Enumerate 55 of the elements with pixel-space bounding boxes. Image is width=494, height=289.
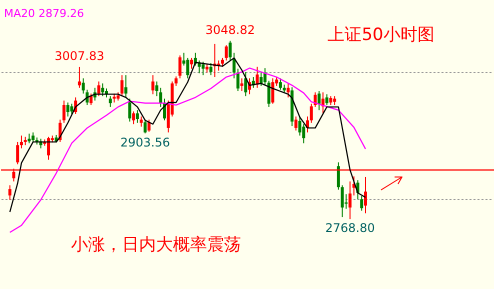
annotation: 2768.80 xyxy=(325,221,375,236)
candlestick xyxy=(140,116,143,128)
candlestick xyxy=(340,184,344,218)
candlestick xyxy=(360,196,364,212)
annotation: 3007.83 xyxy=(54,48,104,63)
candlestick xyxy=(120,74,124,97)
candlestick xyxy=(78,66,81,88)
candlestick xyxy=(236,68,240,92)
candlestick xyxy=(97,80,100,97)
candlestick xyxy=(128,98,132,122)
candlestick xyxy=(228,40,232,61)
candlestick xyxy=(124,74,128,98)
candlestick xyxy=(318,90,321,111)
text: MA20 2879.26 xyxy=(4,7,84,20)
candlestick xyxy=(278,78,282,90)
candlestick xyxy=(66,102,70,117)
candlestick xyxy=(136,110,139,124)
candlestick xyxy=(32,132,35,142)
candlestick xyxy=(348,180,352,220)
candlestick xyxy=(62,100,66,124)
candlestick xyxy=(8,184,12,200)
text: 上证50小时图 xyxy=(328,25,434,45)
candlestick xyxy=(263,68,266,86)
candlestick xyxy=(174,76,178,86)
annotation: 小涨，日内大概率震荡 xyxy=(71,235,241,255)
candlestick xyxy=(178,54,182,79)
annotation: 3048.82 xyxy=(205,22,256,37)
candlestick xyxy=(20,135,23,149)
candlestick xyxy=(232,52,236,79)
candlestick xyxy=(202,61,205,76)
candlestick xyxy=(70,103,74,114)
candlestick xyxy=(240,78,244,92)
candlestick xyxy=(209,62,212,76)
candlestick xyxy=(28,133,31,144)
candlestick xyxy=(267,80,270,108)
candlestick xyxy=(151,74,154,95)
candlestick xyxy=(271,78,274,104)
candlestick xyxy=(190,57,194,70)
candlestick xyxy=(286,82,290,98)
candlestick xyxy=(244,71,248,97)
candlestick xyxy=(101,82,104,97)
candlestick xyxy=(132,110,136,125)
candlestick xyxy=(186,57,190,79)
candlestick xyxy=(294,116,298,131)
candlestick xyxy=(364,176,367,214)
candlestick xyxy=(144,119,147,134)
candlestick xyxy=(224,44,228,61)
candlestick xyxy=(260,71,263,86)
candlestick xyxy=(148,119,151,132)
candlestick xyxy=(325,94,328,106)
candlestick xyxy=(16,141,20,165)
annotation: 2903.56 xyxy=(120,135,170,150)
candlestick xyxy=(47,136,50,160)
candlestick xyxy=(108,96,112,108)
candlestick xyxy=(336,162,340,190)
